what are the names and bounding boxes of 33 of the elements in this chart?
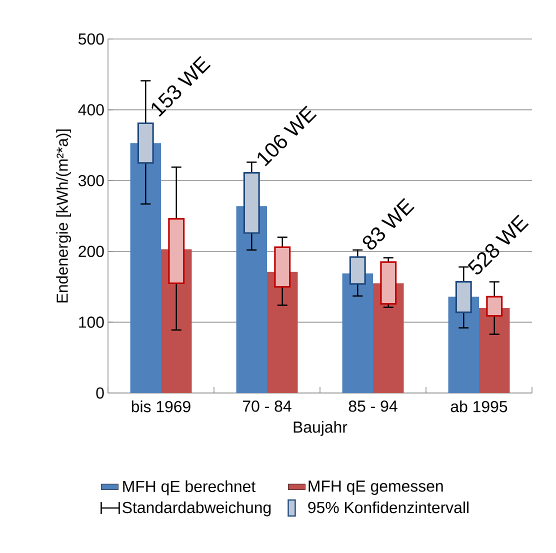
bar <box>486 296 503 317</box>
bar <box>130 143 161 393</box>
bar <box>342 273 373 393</box>
bar <box>267 272 298 393</box>
bar <box>274 246 291 288</box>
y-axis-title: Endenergie [kWh/(m²*a)] <box>56 129 72 302</box>
y-tick-label: 100 <box>79 316 104 328</box>
y-tick-label: 500 <box>78 33 104 45</box>
bar <box>236 206 267 393</box>
bar <box>455 281 472 314</box>
x-tick-label: 70 - 84 <box>243 400 292 412</box>
x-tick-label: ab 1995 <box>450 400 508 412</box>
text: Standardabweichung <box>122 501 271 516</box>
x-tick-label: 85 - 94 <box>348 400 398 412</box>
annotation: 528 WE <box>468 214 529 274</box>
legend-label: 95% Konfidenzintervall <box>308 501 468 514</box>
bar <box>349 256 366 285</box>
y-tick-label: 0 <box>96 387 104 399</box>
bar <box>380 261 397 305</box>
annotation: 153 WE <box>152 56 211 117</box>
y-tick-label: 300 <box>78 174 104 186</box>
legend-label: MFH qE gemessen <box>308 480 443 495</box>
y-tick-label: 400 <box>78 104 104 116</box>
legend-label: MFH qE berechnet <box>123 480 256 496</box>
annotation: 83 WE <box>362 198 414 250</box>
bar <box>479 308 510 393</box>
y-tick-label: 200 <box>78 246 104 258</box>
annotation: 106 WE <box>258 106 317 166</box>
bar <box>137 122 154 164</box>
bar <box>243 172 260 234</box>
x-tick-label: bis 1969 <box>132 400 190 412</box>
x-axis-title: Baujahr <box>294 421 348 436</box>
bar <box>168 218 185 284</box>
